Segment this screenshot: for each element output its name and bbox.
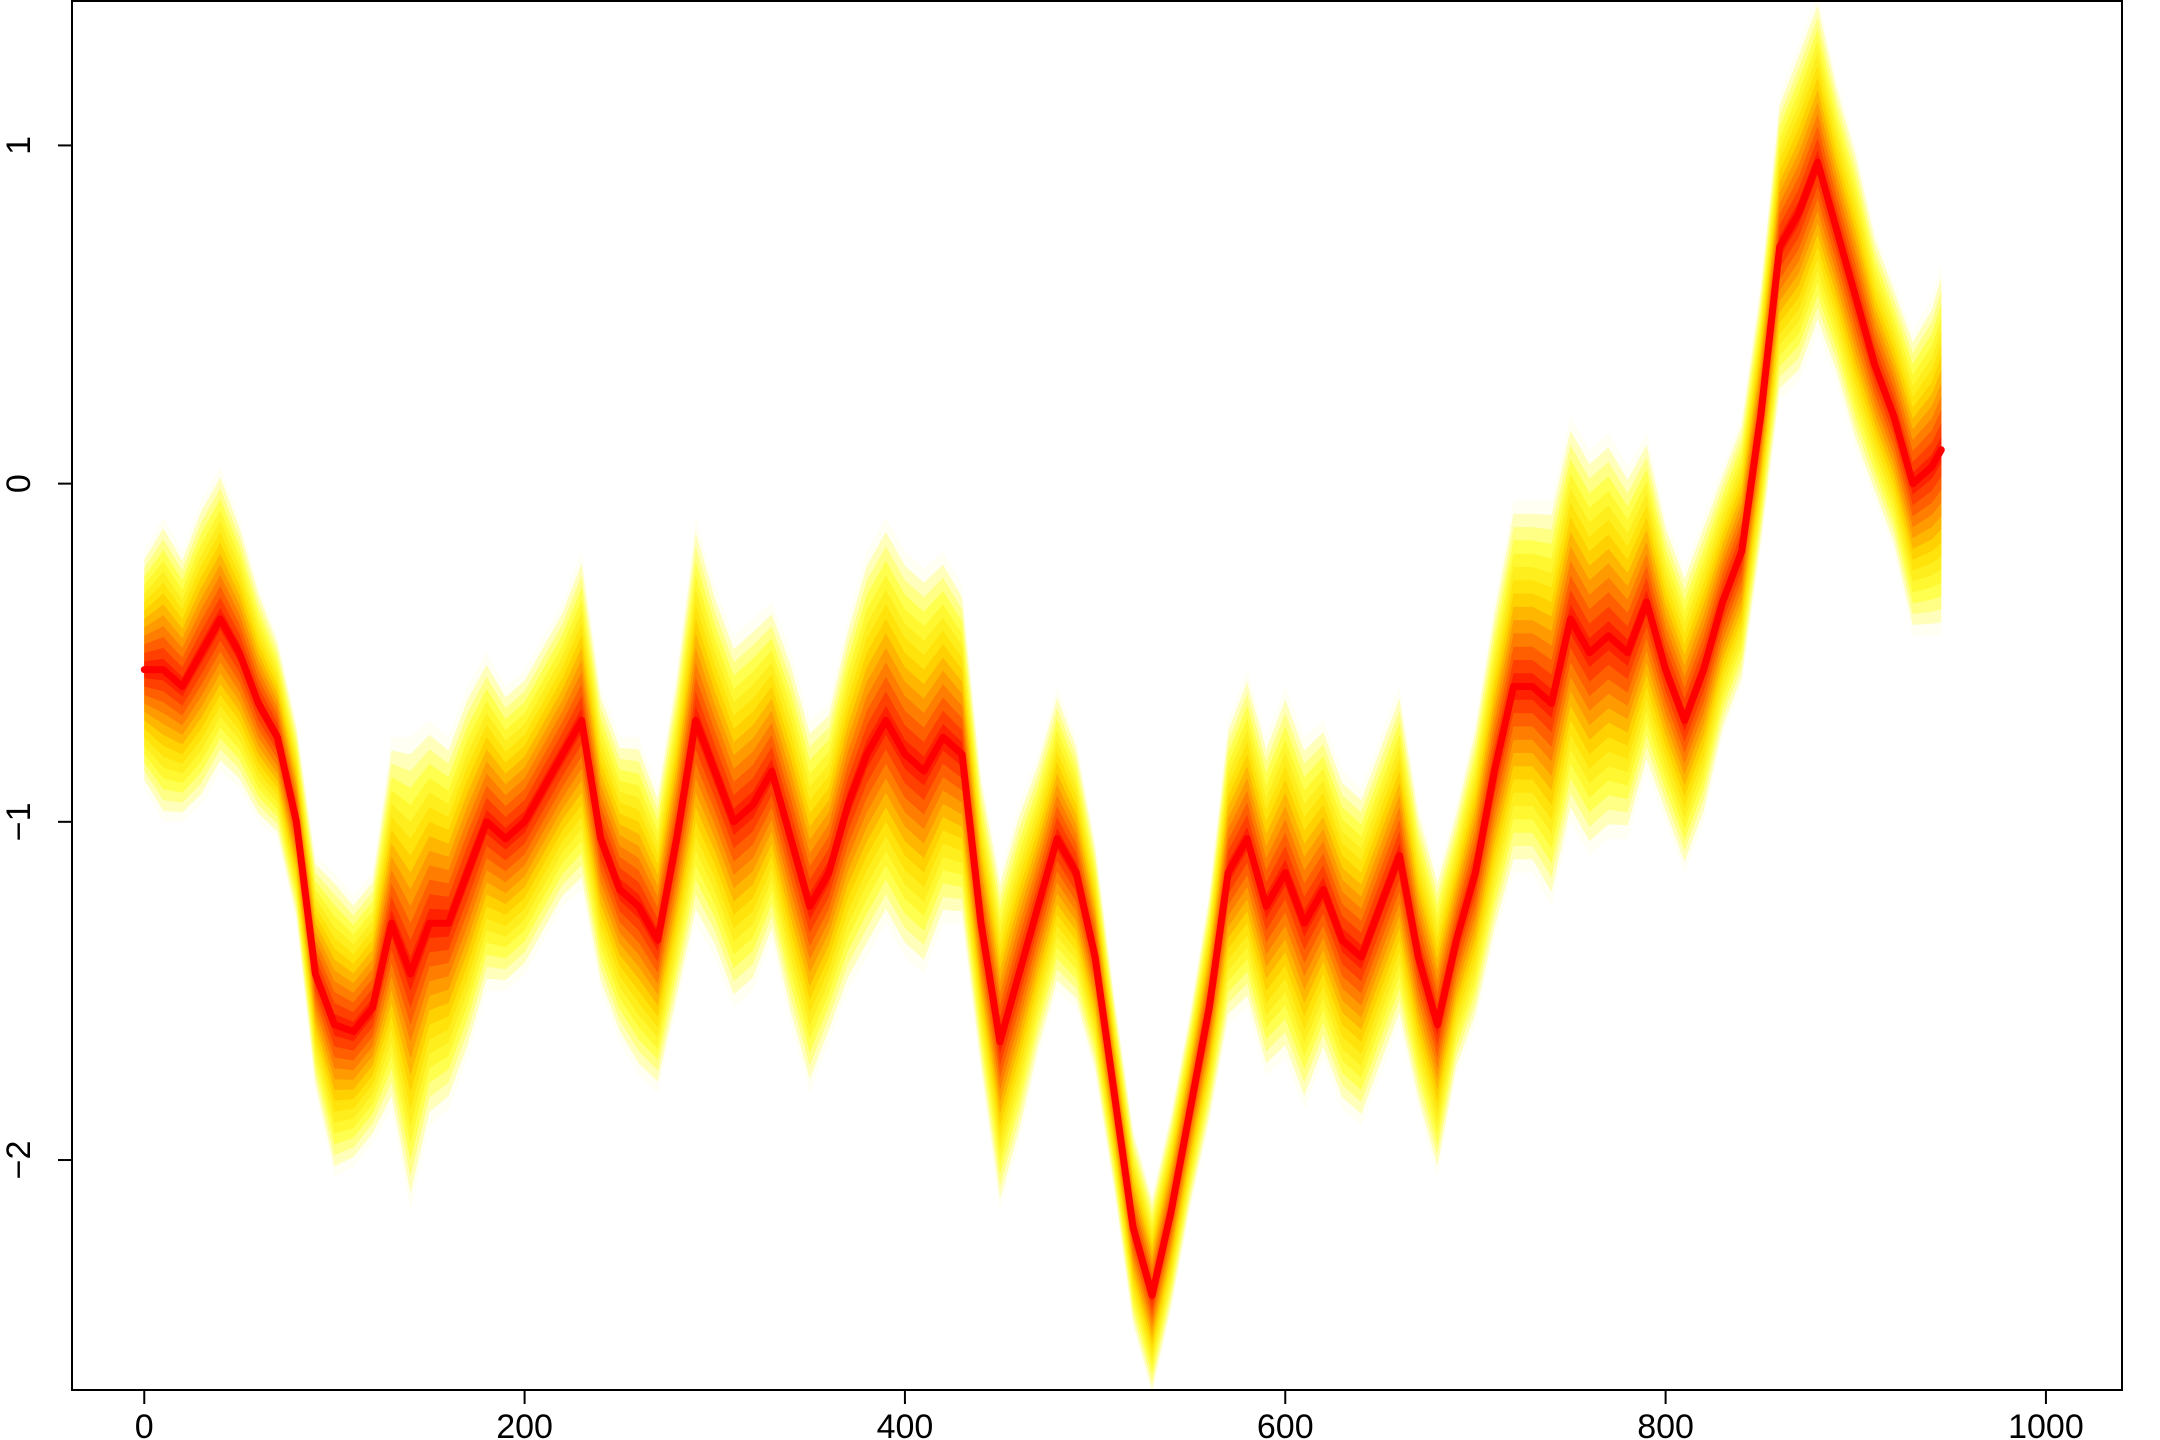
x-tick-label-0: 0 <box>135 1408 154 1440</box>
center-line-layer <box>140 158 1945 1299</box>
x-tick-label-400: 400 <box>877 1408 934 1440</box>
y-tick-label-1: −1 <box>0 802 38 841</box>
y-axis: −2 −1 0 1 <box>0 136 72 1179</box>
fan-band-8 <box>144 89 1942 1339</box>
x-tick-label-600: 600 <box>1257 1408 1314 1440</box>
y-tick-label-3: 1 <box>0 136 38 155</box>
x-tick-label-200: 200 <box>496 1408 553 1440</box>
center-line <box>140 158 1945 1299</box>
x-tick-label-1000: 1000 <box>2008 1408 2084 1440</box>
fan-band-layer <box>144 0 1942 1397</box>
plot-frame <box>71 0 2123 1391</box>
x-tick-label-800: 800 <box>1637 1408 1694 1440</box>
y-tick-label-0: −2 <box>0 1141 38 1180</box>
x-axis: 0 200 400 600 800 1000 <box>135 1390 2084 1440</box>
y-tick-label-2: 0 <box>0 474 38 493</box>
